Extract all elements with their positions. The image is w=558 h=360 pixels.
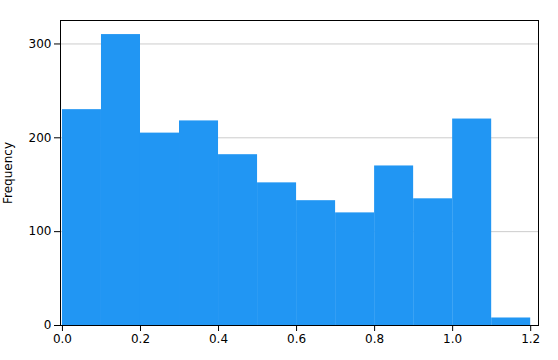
svg-text:Frequency: Frequency xyxy=(1,142,15,204)
svg-text:200: 200 xyxy=(29,131,52,145)
svg-text:0.6: 0.6 xyxy=(287,332,306,346)
svg-text:300: 300 xyxy=(29,37,52,51)
svg-text:1.2: 1.2 xyxy=(521,332,540,346)
svg-text:0.2: 0.2 xyxy=(131,332,150,346)
svg-text:1.0: 1.0 xyxy=(443,332,462,346)
svg-text:0.0: 0.0 xyxy=(53,332,72,346)
svg-text:0: 0 xyxy=(44,318,52,332)
svg-text:0.4: 0.4 xyxy=(209,332,228,346)
svg-text:100: 100 xyxy=(29,224,52,238)
svg-text:0.8: 0.8 xyxy=(365,332,384,346)
